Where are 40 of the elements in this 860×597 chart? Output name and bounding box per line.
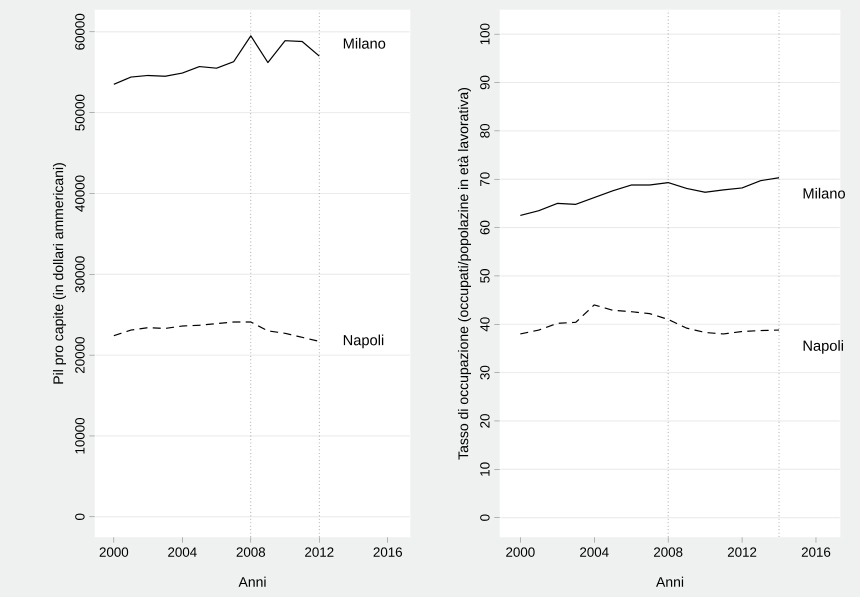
x-tick-label: 2008 [236,547,266,557]
x-tick-label: 2004 [168,547,197,557]
line-series [520,304,780,335]
x-tick-label: 2008 [654,547,682,557]
y-tick-label: 60 [480,220,490,234]
series-label: Milano [804,188,845,199]
series-label: Milano [344,38,386,49]
y-tick-label: 50 [480,269,490,283]
y-tick-label: 50000 [75,94,85,131]
line-series [113,321,320,342]
y-tick-label: 30000 [75,256,85,292]
y-tick-label: 30 [480,366,490,380]
line-series [520,177,780,216]
y-tick-label: 80 [480,124,490,138]
series-label: Napoli [804,340,843,354]
y-tick-label: 40 [480,317,490,332]
y-tick-label: 90 [480,76,490,90]
y-axis-title: Pil pro capite (in dollari ammericani) [52,163,66,384]
y-tick-label: 0 [480,514,490,521]
y-tick-label: 20 [480,414,490,428]
x-tick-label: 2016 [374,547,402,557]
y-tick-label: 100 [480,24,490,44]
y-tick-label: 10 [480,462,490,476]
x-tick-label: 2000 [100,547,128,557]
y-tick-label: 60000 [75,14,85,50]
y-tick-label: 40000 [75,175,85,212]
x-tick-label: 2012 [728,547,756,557]
series-label: Napoli [344,334,384,348]
x-axis-title: Anni [656,576,684,587]
x-axis-title: Anni [238,576,266,587]
y-tick-label: 0 [75,514,85,520]
y-tick-label: 10000 [75,418,85,454]
y-tick-label: 20000 [75,337,85,374]
x-tick-label: 2004 [580,547,609,557]
x-tick-label: 2016 [802,547,830,557]
x-tick-label: 2000 [506,547,535,557]
y-axis-title: Tasso di occupazione (occupati/popolazine in età lavorativa) [458,88,472,460]
y-tick-label: 70 [480,172,490,186]
line-series [113,35,320,85]
x-tick-label: 2012 [305,547,334,557]
